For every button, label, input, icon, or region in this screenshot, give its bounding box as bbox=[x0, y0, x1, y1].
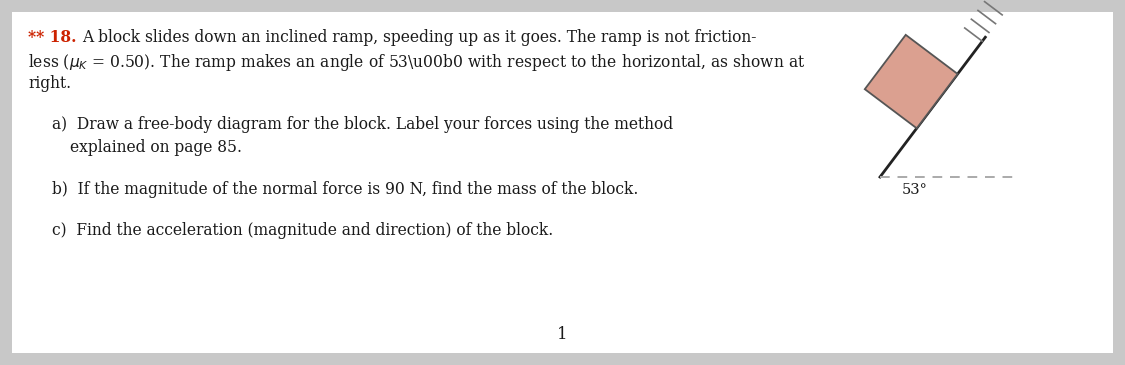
Text: c)  Find the acceleration (magnitude and direction) of the block.: c) Find the acceleration (magnitude and … bbox=[52, 222, 554, 239]
Text: 1: 1 bbox=[557, 326, 567, 343]
Text: ** 18.: ** 18. bbox=[28, 29, 76, 46]
Text: b)  If the magnitude of the normal force is 90 N, find the mass of the block.: b) If the magnitude of the normal force … bbox=[52, 181, 638, 198]
Text: less ($\mu_K$ = 0.50). The ramp makes an angle of 53\u00b0 with respect to the h: less ($\mu_K$ = 0.50). The ramp makes an… bbox=[28, 52, 805, 73]
Text: explained on page 85.: explained on page 85. bbox=[70, 139, 242, 156]
Polygon shape bbox=[865, 35, 957, 128]
Text: right.: right. bbox=[28, 75, 71, 92]
Text: a)  Draw a free-body diagram for the block. Label your forces using the method: a) Draw a free-body diagram for the bloc… bbox=[52, 116, 673, 133]
Text: 53°: 53° bbox=[902, 183, 928, 197]
Text: A block slides down an inclined ramp, speeding up as it goes. The ramp is not fr: A block slides down an inclined ramp, sp… bbox=[82, 29, 756, 46]
